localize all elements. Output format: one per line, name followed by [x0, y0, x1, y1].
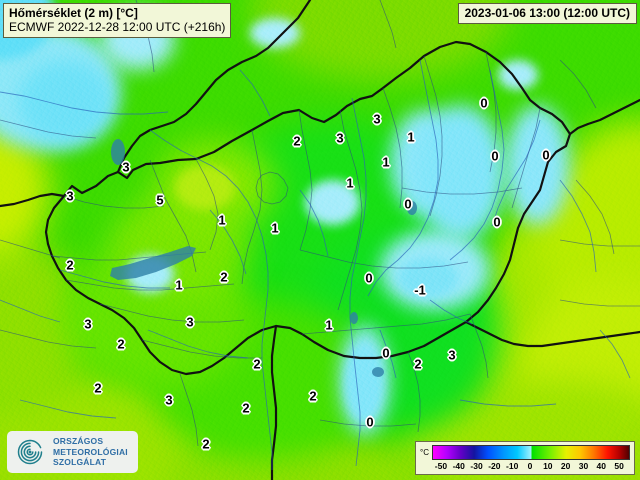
field-cold-small-3	[498, 60, 538, 90]
border-southeast-segment	[464, 320, 640, 348]
omsz-spiral-icon	[17, 439, 43, 465]
field-cold-minus1-core	[398, 258, 458, 298]
colorbar-tick: -10	[506, 461, 519, 471]
colorbar-body: -50 -40 -30 -20 -10 0 10 20 30 40 50	[432, 445, 630, 472]
budapest-admin-outline	[255, 171, 289, 205]
colorbar-tick: -50	[434, 461, 448, 471]
field-max-5c	[175, 165, 235, 210]
field-cold-ne-2	[415, 105, 505, 240]
colorbar-unit-label: °C	[420, 448, 429, 457]
map-title-variable: Hőmérséklet (2 m) [°C]	[9, 6, 138, 20]
field-cold-small-1	[305, 180, 360, 225]
omsz-logo-text: ORSZÁGOS METEOROLÓGIAI SZOLGÁLAT	[53, 436, 128, 467]
lakes	[110, 139, 417, 377]
temperature-colorbar[interactable]: °C -50 -40 -30 -20 -10 0 10 20 30 40 50	[415, 441, 635, 475]
colorbar-gradient	[432, 445, 630, 460]
colorbar-tick: 20	[560, 461, 571, 471]
omsz-logo-line2: METEOROLÓGIAI	[53, 446, 128, 457]
map-title-box: Hőmérséklet (2 m) [°C] ECMWF 2022-12-28 …	[3, 3, 232, 39]
colorbar-tick: -30	[470, 461, 483, 471]
border-north-segment	[0, 192, 66, 208]
field-cold-nw-core	[18, 60, 113, 145]
rivers	[0, 59, 631, 470]
map-title-model-run: ECMWF 2022-12-28 12:00 UTC (+216h)	[9, 20, 226, 35]
national-border-hungary	[44, 40, 572, 376]
border-ne-segment	[568, 98, 640, 136]
border-south-segment	[270, 324, 278, 480]
colorbar-tick: -40	[452, 461, 465, 471]
colorbar-tick: 0	[527, 461, 533, 471]
colorbar-tick: 40	[596, 461, 606, 471]
colorbar-tick-labels: -50 -40 -30 -20 -10 0 10 20 30 40 50	[432, 460, 628, 472]
colorbar-tick: 50	[614, 461, 624, 471]
colorbar-tick: 10	[543, 461, 553, 471]
colorbar-tick: 30	[578, 461, 589, 471]
valid-time-badge: 2023-01-06 13:00 (12:00 UTC)	[457, 3, 637, 24]
omsz-logo-line1: ORSZÁGOS	[53, 436, 104, 447]
colorbar-tick: -20	[488, 461, 501, 471]
field-cold-ne-3	[505, 105, 570, 225]
omsz-logo[interactable]: ORSZÁGOS METEOROLÓGIAI SZOLGÁLAT	[7, 431, 138, 473]
internal-admin-boundaries	[0, 0, 640, 447]
border-nw-segment	[116, 0, 312, 174]
omsz-logo-line3: SZOLGÁLAT	[53, 457, 107, 468]
